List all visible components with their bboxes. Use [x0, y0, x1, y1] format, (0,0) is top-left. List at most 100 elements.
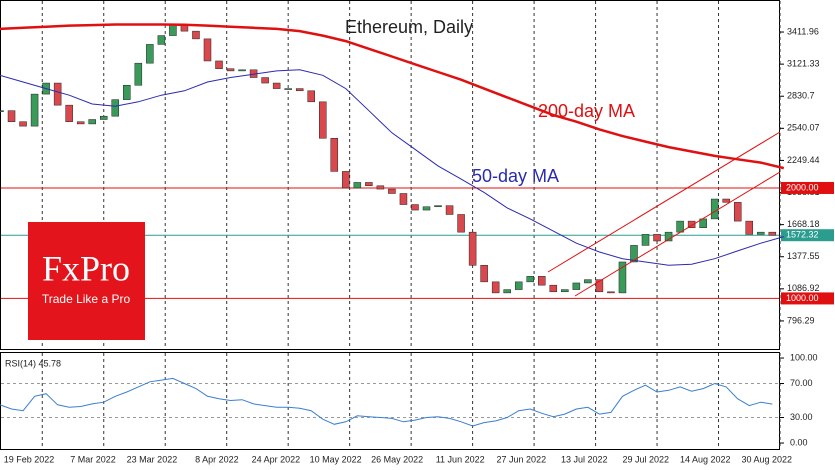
candle: [134, 62, 143, 86]
candle: [353, 182, 362, 189]
candle: [295, 88, 304, 92]
y-tick-label: 3121.33: [787, 59, 820, 69]
x-tick-label: 19 Feb 2022: [4, 454, 55, 464]
price-label-box: [781, 292, 834, 305]
price-label: 1000.00: [786, 293, 819, 303]
candle: [618, 261, 627, 294]
candle: [76, 121, 85, 125]
y-tick-label: 1668.18: [787, 219, 820, 229]
y-tick-label: 2540.07: [787, 123, 820, 133]
candle: [653, 234, 661, 242]
chart-title: Ethereum, Daily: [345, 17, 473, 37]
candle: [30, 93, 39, 127]
y-tick-label: 1377.55: [787, 251, 820, 261]
candle: [123, 85, 131, 100]
moving-average: [0, 69, 784, 266]
candle: [342, 171, 350, 189]
candle: [65, 104, 73, 122]
logo-tagline: Trade Like a Pro: [42, 292, 131, 306]
x-tick-label: 13 Jul 2022: [561, 454, 608, 464]
candle: [768, 231, 777, 236]
x-tick-label: 29 Jul 2022: [622, 454, 669, 464]
candle: [261, 77, 269, 84]
candle: [111, 99, 120, 117]
candle: [422, 206, 431, 211]
y-tick-label: 1086.92: [787, 283, 820, 293]
candle: [411, 204, 419, 211]
candle: [19, 121, 27, 127]
candle: [388, 188, 396, 194]
candle: [169, 24, 177, 36]
candle: [722, 198, 730, 203]
candle: [399, 193, 408, 205]
candle: [641, 234, 650, 246]
candle: [146, 44, 154, 64]
candle: [434, 205, 442, 208]
candle: [607, 291, 615, 294]
candle: [733, 202, 742, 222]
y-tick-label: 796.29: [787, 315, 815, 325]
y-tick-label: 30.00: [790, 412, 813, 422]
y-tick-label: 3411.96: [787, 26, 819, 36]
candle: [215, 60, 223, 69]
candle: [272, 82, 281, 89]
candle: [538, 276, 546, 286]
x-tick-label: 27 Jun 2022: [497, 454, 547, 464]
rsi-line: [0, 377, 773, 427]
candle: [745, 220, 754, 235]
candle: [307, 90, 315, 103]
candle: [53, 82, 62, 106]
candle: [561, 289, 569, 293]
candle: [319, 101, 327, 139]
candle: [330, 138, 339, 172]
candle: [526, 276, 534, 283]
candle: [468, 231, 477, 266]
y-tick-label: 0.00: [790, 437, 808, 447]
candle: [664, 231, 673, 242]
x-tick-label: 10 May 2022: [310, 454, 362, 464]
price-label-box: [781, 181, 834, 194]
logo-box: [28, 222, 145, 340]
moving-average: [0, 23, 785, 170]
logo: FxPro Trade Like a Pro: [28, 222, 145, 340]
candle: [365, 182, 373, 187]
candle: [99, 115, 108, 120]
series-label: 50-day MA: [472, 166, 559, 186]
x-tick-label: 8 Apr 2022: [195, 454, 239, 464]
y-tick-label: 2249.44: [787, 155, 820, 165]
candle: [572, 282, 581, 290]
candle: [457, 214, 465, 233]
candle: [549, 284, 558, 293]
candle: [491, 281, 500, 294]
candle: [203, 38, 212, 62]
y-tick-label: 100.00: [790, 352, 818, 362]
price-label-box: [781, 229, 834, 242]
candle: [157, 35, 166, 45]
candle: [757, 231, 765, 235]
x-tick-label: 11 Jun 2022: [436, 454, 485, 464]
x-tick-label: 26 May 2022: [371, 454, 423, 464]
candle: [7, 110, 16, 122]
candle: [88, 119, 96, 125]
candle: [376, 185, 385, 190]
channel-upper: [547, 131, 781, 273]
candle: [284, 88, 292, 90]
logo-brand: FxPro: [42, 248, 130, 288]
x-tick-label: 14 Aug 2022: [680, 454, 731, 464]
candle: [445, 205, 454, 215]
candle: [226, 68, 235, 72]
rsi-title: RSI(14) 45.78: [5, 358, 61, 368]
x-tick-label: 23 Mar 2022: [127, 454, 178, 464]
candle: [238, 69, 246, 72]
candle: [584, 279, 592, 284]
rsi-panel: [0, 352, 780, 450]
x-tick-label: 7 Mar 2022: [70, 454, 116, 464]
y-tick-label: 70.00: [790, 378, 813, 388]
candle: [0, 110, 4, 112]
candle: [514, 281, 523, 290]
candle: [710, 198, 719, 220]
x-tick-label: 24 Apr 2022: [252, 454, 301, 464]
series-label: 200-day MA: [538, 101, 635, 121]
candle: [687, 220, 696, 228]
